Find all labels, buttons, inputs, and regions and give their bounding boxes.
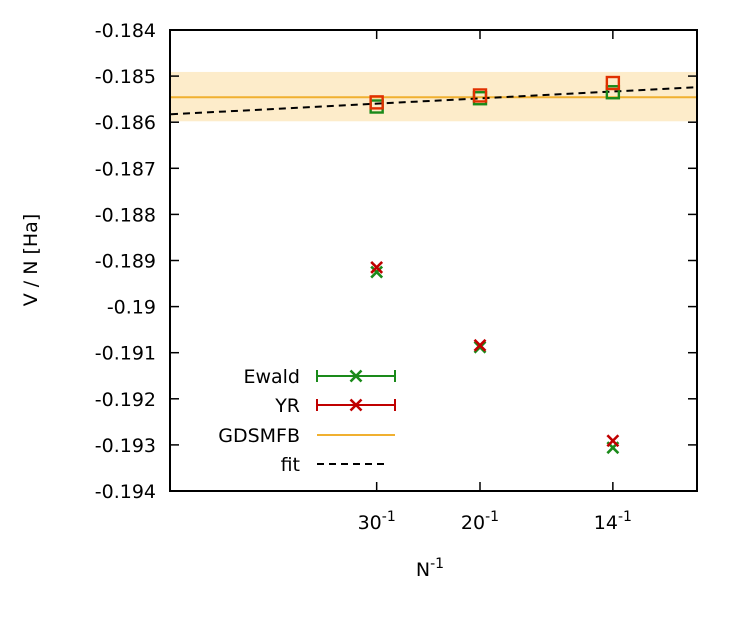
ewald-extrapolated-point-2 (605, 85, 621, 100)
legend: Ewald YR GDSMFB fit (218, 366, 396, 476)
x-axis-ticks: 30-1 20-1 14-1 (358, 30, 632, 534)
legend-entry-fit: fit (281, 454, 387, 476)
x-tick-label-base-0: 30 (358, 512, 382, 534)
yr-extrapolated-point-2 (605, 75, 621, 91)
y-tick-label-1: -0.193 (95, 435, 156, 457)
yr-point-2-stroke-b (606, 434, 620, 448)
legend-label-gdsmfb: GDSMFB (218, 425, 300, 447)
ewald-point-0-stroke-b (370, 265, 384, 279)
y-tick-label-9: -0.185 (95, 66, 156, 88)
legend-marker-b-yr (349, 398, 363, 412)
x-axis-label-sup: -1 (430, 556, 444, 572)
y-axis-ticks: -0.194 -0.193 -0.192 -0.191 -0.19 -0.189 -0.18… (95, 20, 697, 503)
y-tick-label-4: -0.19 (107, 297, 156, 319)
y-axis-label: V / N [Ha] (20, 214, 42, 307)
legend-label-fit: fit (281, 454, 300, 476)
x-axis-label-base: N (416, 559, 430, 581)
x-tick-label-sup-2: -1 (618, 509, 632, 525)
legend-entry-ewald: Ewald (243, 366, 396, 388)
yr-point-0 (370, 260, 384, 274)
y-tick-label-0: -0.194 (95, 481, 156, 503)
yr-point-1 (473, 338, 487, 352)
legend-entry-gdsmfb: GDSMFB (218, 425, 395, 447)
x-tick-label-sup-1: -1 (485, 509, 499, 525)
fit-dashed-line (170, 86, 697, 116)
x-tick-label-base-2: 14 (594, 512, 618, 534)
y-tick-label-6: -0.188 (95, 204, 156, 226)
x-tick-label-0: 30-1 (358, 509, 396, 534)
ewald-point-1-stroke-b (473, 340, 487, 354)
yr-point-0-stroke-b (370, 260, 384, 274)
ewald-point-1 (473, 340, 487, 354)
data-points (369, 75, 621, 455)
y-tick-label-2: -0.192 (95, 389, 156, 411)
legend-marker-b-ewald (349, 369, 363, 383)
x-tick-label-sup-0: -1 (382, 509, 396, 525)
yr-point-1-stroke-b (473, 338, 487, 352)
yr-extrapolated-point-0 (369, 95, 384, 110)
legend-label-ewald: Ewald (243, 366, 300, 388)
x-tick-label-2: 14-1 (594, 509, 632, 534)
fit-line (170, 86, 697, 116)
y-tick-label-8: -0.186 (95, 112, 156, 134)
y-tick-label-7: -0.187 (95, 158, 156, 180)
x-axis-label: N-1 (416, 556, 444, 581)
ewald-point-0 (370, 265, 384, 279)
y-tick-label-5: -0.189 (95, 251, 156, 273)
legend-entry-yr: YR (274, 395, 396, 417)
x-tick-label-1: 20-1 (461, 509, 499, 534)
y-tick-label-10: -0.184 (95, 20, 156, 42)
yr-extrapolated-point-1 (472, 88, 488, 103)
y-tick-label-3: -0.191 (95, 343, 156, 365)
yr-point-2 (606, 434, 620, 448)
legend-label-yr: YR (274, 395, 300, 417)
x-tick-label-base-1: 20 (461, 512, 485, 534)
